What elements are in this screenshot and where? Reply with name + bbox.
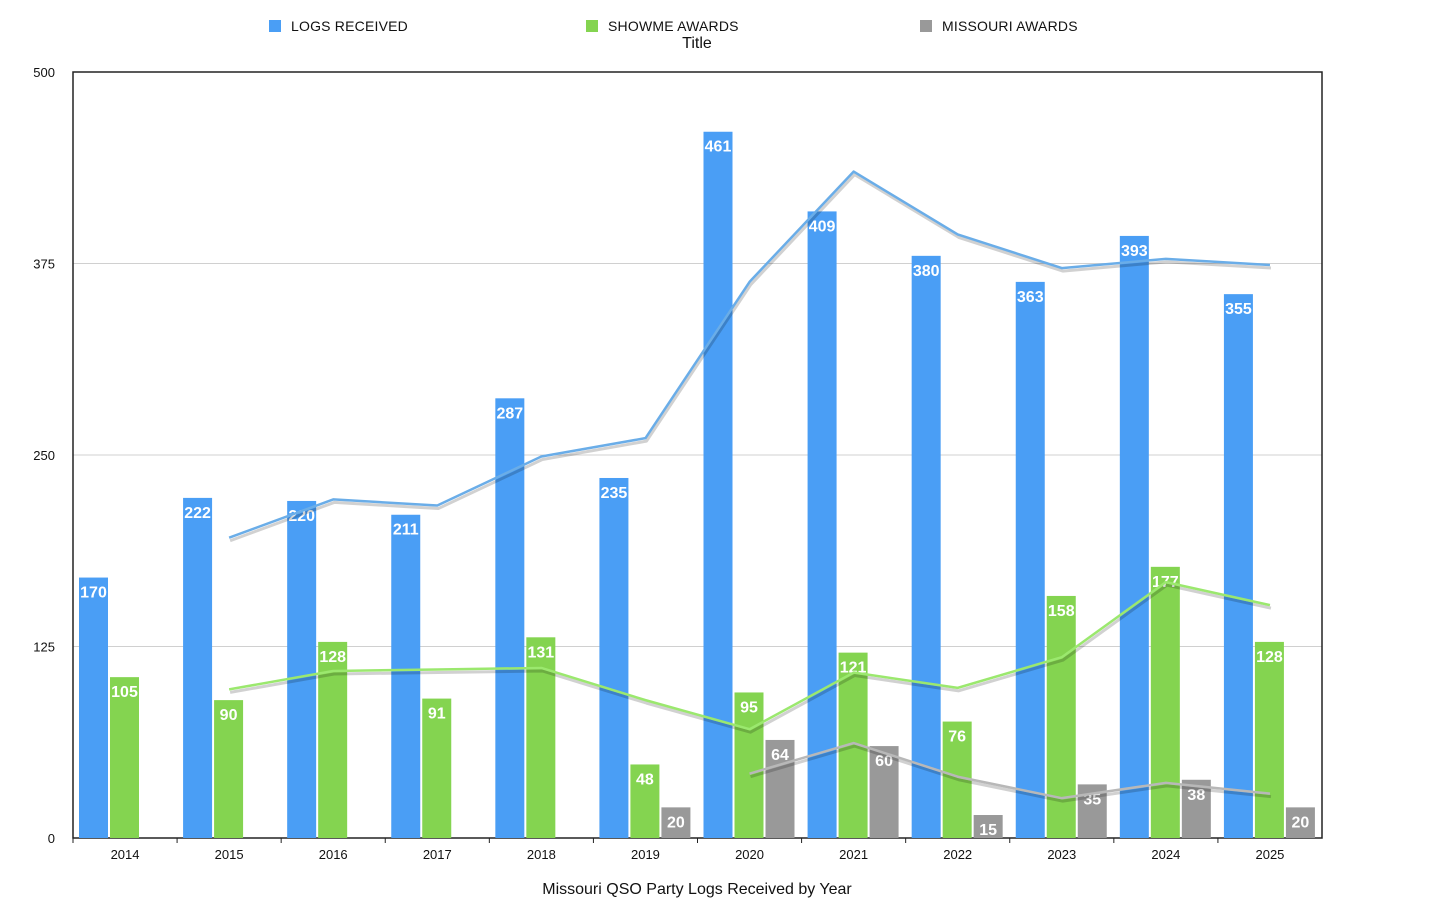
y-tick-label: 125	[33, 640, 55, 655]
x-tick-label: 2025	[1255, 847, 1284, 862]
bar-logs-received	[807, 211, 837, 839]
legend-swatch-missouri	[920, 20, 932, 32]
legend-swatch-logs	[269, 20, 281, 32]
data-label: 158	[1048, 603, 1075, 620]
data-label: 409	[809, 218, 836, 235]
bar-showme-awards	[1254, 641, 1284, 838]
trendline-shadow	[229, 583, 1272, 734]
data-label: 20	[1292, 814, 1310, 831]
x-axis-label: Missouri QSO Party Logs Received by Year	[542, 881, 852, 898]
data-label: 287	[496, 405, 523, 422]
bar-logs-received	[495, 398, 525, 838]
data-label: 15	[979, 822, 997, 839]
data-label: 35	[1083, 791, 1101, 808]
data-label: 363	[1017, 289, 1044, 306]
bar-showme-awards	[318, 641, 348, 838]
data-label: 170	[80, 585, 107, 602]
legend-item-missouri-awards: MISSOURI AWARDS	[920, 16, 1078, 36]
bar-missouri-awards	[973, 815, 1003, 838]
data-label: 222	[184, 505, 211, 522]
chart-title: Title	[682, 35, 712, 52]
data-label: 48	[636, 771, 654, 788]
y-tick-label: 500	[33, 65, 55, 80]
bar-showme-awards	[422, 698, 452, 838]
x-tick-label: 2018	[527, 847, 556, 862]
trendline-logs-received	[228, 170, 1271, 539]
data-label: 90	[220, 707, 238, 724]
data-label: 91	[428, 706, 446, 723]
trendline-showme-awards	[228, 580, 1271, 731]
data-label: 131	[527, 644, 554, 661]
y-tick-label: 250	[33, 448, 55, 463]
bar-missouri-awards	[869, 746, 899, 838]
bar-showme-awards	[1150, 566, 1180, 838]
bar-missouri-awards	[1181, 779, 1211, 838]
legend-label-showme: SHOWME AWARDS	[608, 18, 739, 34]
data-label: 380	[913, 263, 940, 280]
legend-label-logs: LOGS RECEIVED	[291, 18, 408, 34]
x-tick-label: 2015	[215, 847, 244, 862]
data-label: 235	[601, 485, 628, 502]
trendline-missouri-awards	[749, 741, 1271, 800]
data-label: 211	[393, 522, 419, 539]
bar-logs-received	[287, 500, 317, 838]
data-label: 64	[771, 747, 789, 764]
bar-logs-received	[1223, 294, 1253, 838]
trendline-shadow	[750, 744, 1272, 803]
bar-logs-received	[599, 477, 629, 838]
y-tick-label: 375	[33, 257, 55, 272]
bar-showme-awards	[214, 700, 244, 838]
data-label: 355	[1225, 301, 1252, 318]
bar-missouri-awards	[765, 739, 795, 838]
bar-logs-received	[911, 255, 941, 839]
x-tick-label: 2022	[943, 847, 972, 862]
bar-logs-received	[703, 131, 733, 839]
bar-logs-received	[79, 577, 108, 838]
data-label: 105	[111, 684, 138, 701]
x-tick-label: 2016	[319, 847, 348, 862]
x-tick-label: 2017	[423, 847, 452, 862]
x-tick-label: 2023	[1047, 847, 1076, 862]
data-label: 128	[319, 649, 346, 666]
bar-showme-awards	[630, 764, 660, 838]
bar-logs-received	[1015, 281, 1045, 838]
bar-showme-awards	[734, 692, 764, 838]
bar-logs-received	[183, 497, 213, 838]
bar-missouri-awards	[1285, 807, 1315, 838]
data-label: 95	[740, 699, 758, 716]
data-label: 393	[1121, 243, 1148, 260]
legend-label-missouri: MISSOURI AWARDS	[942, 18, 1078, 34]
bar-showme-awards	[110, 677, 139, 838]
x-tick-label: 2014	[111, 847, 140, 862]
x-tick-label: 2019	[631, 847, 660, 862]
trendline-shadow	[229, 173, 1272, 543]
legend-item-logs-received: LOGS RECEIVED	[269, 16, 408, 36]
x-tick-label: 2024	[1151, 847, 1180, 862]
data-label: 38	[1187, 787, 1205, 804]
data-label: 128	[1256, 649, 1283, 666]
bar-logs-received	[1119, 235, 1149, 838]
legend-swatch-showme	[586, 20, 598, 32]
bar-missouri-awards	[661, 807, 691, 838]
x-tick-label: 2021	[839, 847, 868, 862]
data-label: 60	[875, 753, 893, 770]
bar-logs-received	[391, 514, 421, 838]
data-label: 76	[948, 729, 966, 746]
y-tick-label: 0	[48, 831, 55, 846]
legend-item-showme-awards: SHOWME AWARDS	[586, 16, 739, 36]
x-tick-label: 2020	[735, 847, 764, 862]
data-label: 461	[705, 139, 732, 156]
data-label: 20	[667, 814, 685, 831]
